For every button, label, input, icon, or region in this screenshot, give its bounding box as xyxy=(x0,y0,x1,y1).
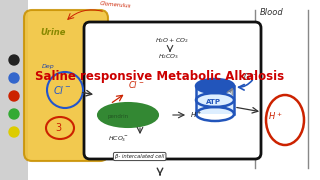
Circle shape xyxy=(9,127,19,137)
Text: Urine: Urine xyxy=(40,28,65,37)
Ellipse shape xyxy=(98,103,158,127)
Text: $Cl^-$: $Cl^-$ xyxy=(128,79,144,90)
Text: Saline responsive Metabolic Alkalosis: Saline responsive Metabolic Alkalosis xyxy=(35,70,284,83)
Text: Blood: Blood xyxy=(260,8,284,17)
Text: Dep: Dep xyxy=(42,64,55,69)
FancyBboxPatch shape xyxy=(0,0,28,180)
Text: $H^+$: $H^+$ xyxy=(268,110,283,122)
Text: pendrin: pendrin xyxy=(108,114,129,119)
FancyBboxPatch shape xyxy=(84,22,261,159)
Text: 3: 3 xyxy=(55,123,61,133)
Text: β- intercalated cell: β- intercalated cell xyxy=(115,154,164,159)
Text: $H_2O + CO_2$: $H_2O + CO_2$ xyxy=(155,36,189,45)
Text: ATP: ATP xyxy=(206,99,221,105)
Circle shape xyxy=(9,91,19,101)
Text: $H_2CO_3$: $H_2CO_3$ xyxy=(158,52,179,61)
FancyBboxPatch shape xyxy=(24,10,108,161)
Ellipse shape xyxy=(196,79,234,93)
Circle shape xyxy=(9,73,19,83)
Circle shape xyxy=(9,109,19,119)
Text: $H^+$: $H^+$ xyxy=(190,110,202,120)
Text: $Cl^-$: $Cl^-$ xyxy=(243,71,258,82)
Circle shape xyxy=(9,55,19,65)
Text: Glomerulus: Glomerulus xyxy=(100,1,132,9)
Text: $HCO_3^-$: $HCO_3^-$ xyxy=(108,134,128,143)
FancyBboxPatch shape xyxy=(28,0,320,180)
Bar xyxy=(196,86,234,114)
Text: $Cl^-$: $Cl^-$ xyxy=(53,84,72,96)
